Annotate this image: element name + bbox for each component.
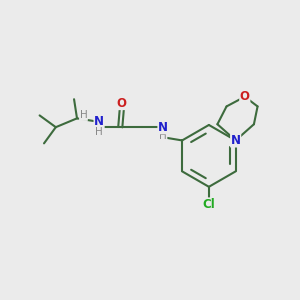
Text: O: O [117,97,127,110]
Text: N: N [94,116,104,128]
Text: H: H [159,131,167,141]
Text: N: N [231,134,241,147]
Text: O: O [240,90,250,103]
Text: H: H [80,110,87,120]
Text: Cl: Cl [202,198,215,211]
Text: H: H [95,128,103,137]
Text: N: N [158,121,168,134]
